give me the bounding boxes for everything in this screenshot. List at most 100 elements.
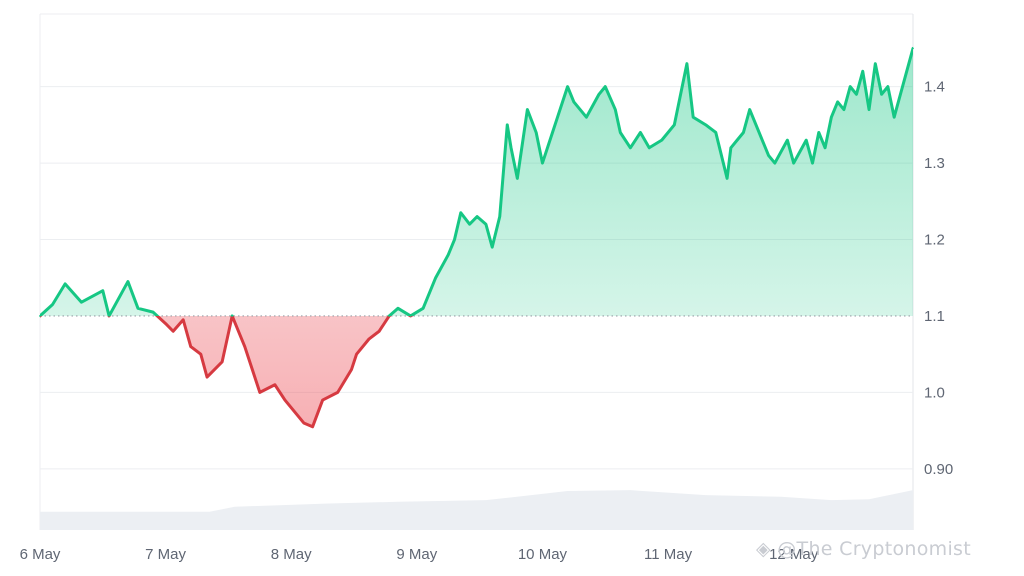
price-point [556,116,559,119]
price-point [861,70,864,73]
x-tick-label: 9 May [396,546,437,563]
price-point [516,177,519,180]
y-tick-label: 1.1 [924,308,945,325]
y-tick-label: 1.2 [924,232,945,249]
price-point [355,353,358,356]
price-point [604,85,607,88]
price-point [498,215,501,218]
price-point [108,315,110,317]
price-point [817,131,820,134]
price-point [397,307,399,310]
price-point [729,146,732,149]
x-axis-ticks: 6 May 7 May 8 May 9 May 10 May 11 May 12 May [20,546,819,563]
price-point [824,146,826,149]
price-point [619,131,622,134]
price-point [368,337,371,340]
price-point [350,368,353,371]
price-point [742,131,745,134]
price-point [836,101,839,103]
price-point [510,146,512,149]
price-point [566,85,569,88]
price-point [685,62,688,65]
price-point [468,223,471,226]
x-tick-label: 8 May [271,546,312,563]
y-tick-label: 1.0 [924,384,945,401]
price-line-down [40,315,414,429]
price-point [485,223,487,226]
price-point [692,116,695,119]
price-point [172,330,175,333]
price-point [506,123,509,126]
price-point [189,345,192,348]
price-point [726,177,728,180]
price-point [182,318,185,321]
price-point [491,246,494,249]
price-point [302,422,305,424]
price-point [572,101,575,103]
volume-area [40,490,913,530]
price-point [855,93,858,96]
price-point [629,146,632,149]
price-point [231,315,234,317]
price-point [880,93,883,96]
price-point [199,353,202,356]
price-point [912,47,914,50]
price-point [258,391,261,394]
price-point [830,116,833,119]
price-point [660,139,663,142]
price-point [843,108,845,111]
price-point [409,315,412,317]
area-above-baseline [40,48,913,316]
price-point [736,139,739,142]
price-point [905,70,908,73]
price-area-fills [40,48,913,427]
price-point [243,345,246,348]
price-point [811,162,814,164]
price-point [639,131,642,134]
price-point [868,108,870,111]
price-point [893,116,896,119]
price-point [80,301,83,304]
price-point [51,303,54,306]
price-point [526,108,529,111]
price-point [447,253,450,256]
price-point [434,276,437,279]
watermark-text: ◈ @The Cryptonomist [756,538,971,560]
price-point [273,383,276,386]
price-point [164,322,167,325]
price-point [422,307,425,310]
price-point [321,399,324,401]
price-point [476,215,479,218]
price-point [152,311,154,314]
y-tick-label: 1.4 [924,79,945,96]
x-tick-label: 6 May [20,546,61,563]
price-point [704,123,707,126]
x-tick-label: 10 May [518,546,568,563]
price-point [761,139,764,142]
price-point [767,154,770,157]
price-point [849,85,852,88]
price-point [290,406,293,409]
x-tick-label: 11 May [644,546,693,563]
price-point [311,425,314,428]
price-point [284,399,286,401]
price-point [585,116,588,119]
price-point [388,315,391,317]
area-below-baseline [40,315,913,427]
price-point [648,146,651,149]
price-point [39,315,41,317]
price-point [541,162,544,164]
price-point [127,280,129,283]
price-point [792,162,795,164]
price-point [336,391,339,394]
y-tick-label: 0.90 [924,461,953,478]
price-point [773,162,776,164]
price-point [535,131,538,134]
price-point [614,108,617,111]
price-point [874,62,877,65]
price-point [551,131,554,134]
price-point [886,85,889,88]
price-lines [39,46,914,429]
price-point [64,282,67,285]
